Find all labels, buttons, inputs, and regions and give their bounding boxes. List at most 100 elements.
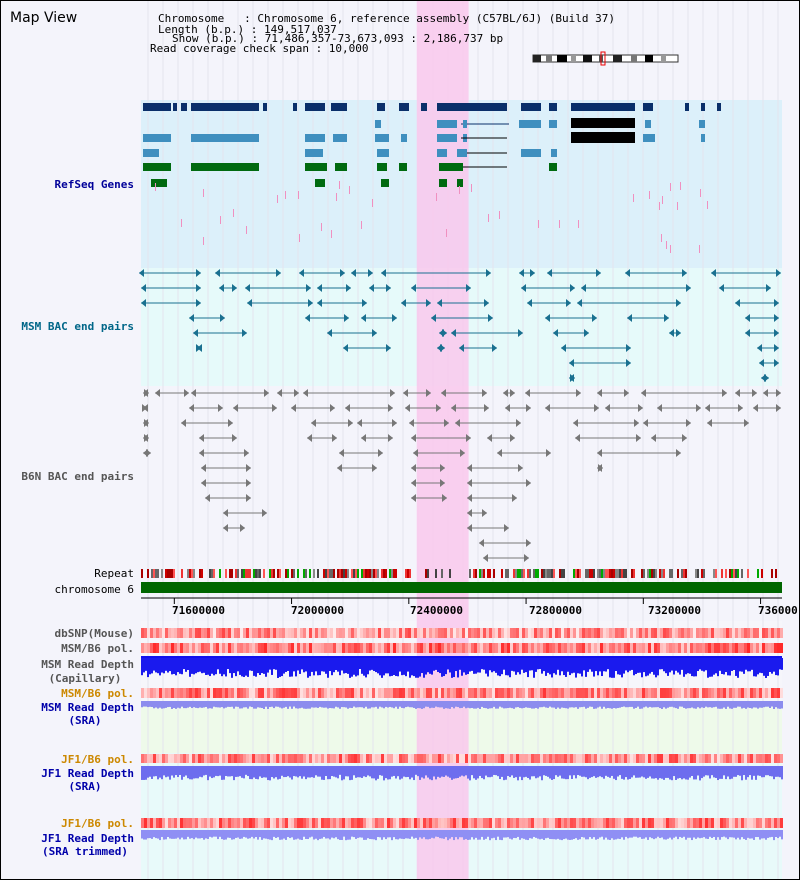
track-label-msm-pol-1[interactable]: MSM/B6 pol. [61, 642, 134, 655]
depth-bar [583, 830, 585, 838]
bac-arrow-icon [441, 389, 446, 397]
track-label-chromosome[interactable]: chromosome 6 [54, 583, 134, 596]
heat-cell [651, 818, 654, 828]
heat-cell [150, 754, 153, 763]
heat-cell [627, 688, 630, 698]
track-label-repeat[interactable]: Repeat [94, 567, 134, 580]
depth-bar [231, 830, 233, 840]
track-label-jf1-depth-trim[interactable]: JF1 Read Depth [41, 832, 134, 845]
heat-cell [321, 643, 324, 653]
heat-cell [501, 643, 504, 653]
bac-arrow-icon [764, 374, 769, 382]
repeat-mark [713, 569, 715, 578]
heat-cell [522, 628, 525, 638]
track-label-msm-pol-2[interactable]: MSM/B6 pol. [61, 687, 134, 700]
heat-cell [369, 628, 372, 638]
depth-bar [585, 830, 587, 840]
heat-cell [438, 688, 441, 698]
track-label-b6n-bac[interactable]: B6N BAC end pairs [21, 470, 134, 483]
heat-cell [528, 643, 531, 653]
heat-cell [540, 688, 543, 698]
depth-bar [469, 701, 471, 709]
depth-bar [309, 766, 311, 778]
heat-cell [237, 688, 240, 698]
heat-cell [243, 754, 246, 763]
track-label-msm-bac[interactable]: MSM BAC end pairs [21, 320, 134, 333]
heat-cell [690, 818, 693, 828]
repeat-mark [481, 569, 483, 578]
heat-cell [768, 818, 771, 828]
heat-cell [174, 688, 177, 698]
track-label-jf1-depth[interactable]: JF1 Read Depth [41, 767, 134, 780]
repeat-mark [505, 569, 507, 578]
bac-arrow-icon [189, 314, 194, 322]
depth-bar [223, 766, 225, 780]
track-label-jf1-pol-1[interactable]: JF1/B6 pol. [61, 753, 134, 766]
gene-exon [521, 103, 541, 111]
heat-cell [207, 754, 210, 763]
depth-bar [735, 658, 737, 676]
depth-bar [579, 766, 581, 776]
depth-bar [323, 701, 325, 708]
depth-bar [431, 766, 433, 781]
heat-cell [624, 754, 627, 763]
heat-cell [273, 643, 276, 653]
heat-cell [489, 643, 492, 653]
heat-cell [519, 754, 522, 763]
track-label-jf1-pol-2[interactable]: JF1/B6 pol. [61, 817, 134, 830]
track-label-msm-depth-cap[interactable]: MSM Read Depth [41, 658, 134, 671]
heat-cell [162, 818, 165, 828]
repeat-mark [683, 569, 685, 578]
depth-bar [497, 766, 499, 777]
heat-cell [444, 628, 447, 638]
depth-bar [191, 658, 193, 674]
depth-bar [691, 766, 693, 776]
bac-arrow-icon [530, 269, 535, 277]
repeat-mark [339, 569, 341, 578]
depth-bar [363, 658, 365, 676]
heat-cell [603, 818, 606, 828]
refseq-mark [203, 237, 204, 245]
repeat-mark [219, 569, 221, 578]
heat-cell [231, 754, 234, 763]
depth-bar [475, 766, 477, 780]
depth-bar [181, 830, 183, 838]
depth-bar [591, 766, 593, 778]
depth-bar [413, 830, 415, 839]
depth-bar [689, 658, 691, 674]
bac-arrow-icon [307, 434, 312, 442]
depth-bar [591, 701, 593, 707]
depth-bar [303, 701, 305, 709]
depth-bar [605, 701, 607, 709]
depth-bar [185, 766, 187, 776]
heat-cell [504, 643, 507, 653]
heat-cell [735, 628, 738, 638]
heat-cell [564, 818, 567, 828]
bac-arrow-icon [436, 404, 441, 412]
track-label-dbsnp[interactable]: dbSNP(Mouse) [54, 627, 134, 640]
depth-bar [491, 658, 493, 673]
heat-cell [720, 643, 723, 653]
bac-arrow-icon [440, 344, 445, 352]
track-label-msm-depth-sra[interactable]: MSM Read Depth [41, 701, 134, 714]
depth-bar [693, 658, 695, 677]
heat-cell [762, 688, 765, 698]
heat-cell [333, 754, 336, 763]
gene-exon [143, 134, 171, 142]
track-label-refseq[interactable]: RefSeq Genes [54, 178, 134, 191]
heat-cell [186, 643, 189, 653]
depth-bar [715, 701, 717, 707]
heat-cell [582, 643, 585, 653]
depth-bar [707, 701, 709, 708]
depth-bar [165, 830, 167, 840]
heat-cell [756, 818, 759, 828]
depth-bar [189, 830, 191, 839]
gene-exon [315, 179, 325, 187]
gene-exon [305, 149, 323, 157]
bac-arrow-icon [233, 404, 238, 412]
depth-bar [727, 830, 729, 840]
repeat-mark [545, 569, 547, 578]
depth-bar [727, 658, 729, 676]
heat-cell [204, 628, 207, 638]
